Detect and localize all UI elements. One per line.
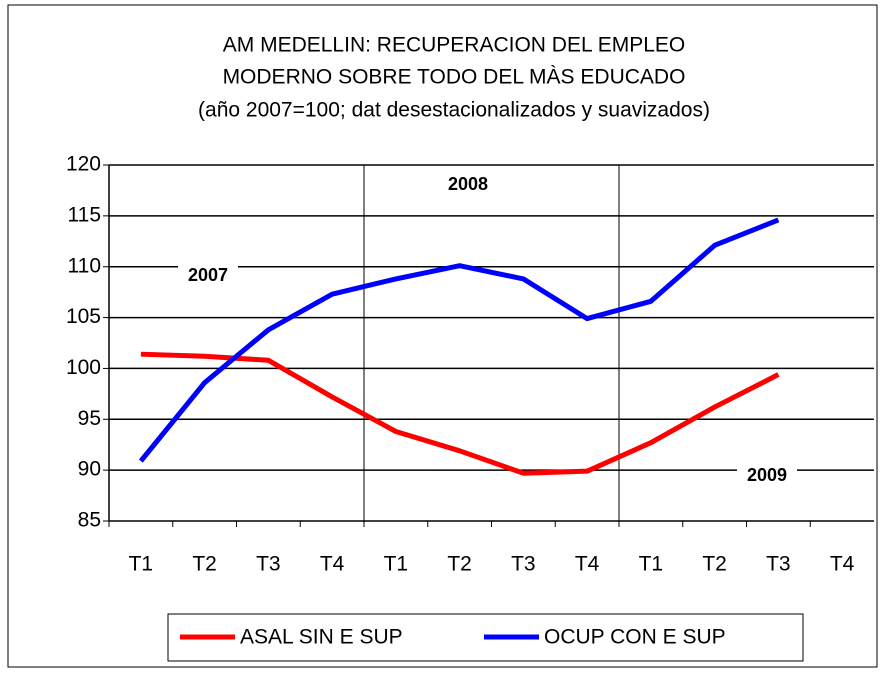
annotation: 2008 — [448, 174, 488, 194]
x-tick-label: T1 — [639, 553, 664, 576]
y-tick-label: 115 — [68, 203, 101, 226]
series-line — [138, 217, 780, 463]
y-tick-label: 105 — [66, 305, 101, 328]
x-tick-label: T4 — [830, 553, 855, 576]
x-tick-label: T3 — [766, 553, 791, 576]
chart-title: AM MEDELLIN: RECUPERACION DEL EMPLEO — [223, 34, 686, 57]
x-tick-label: T2 — [702, 553, 727, 576]
annotation-bg — [178, 264, 238, 288]
annotation-bg — [438, 173, 498, 197]
legend-label: ASAL SIN E SUP — [240, 626, 403, 649]
x-tick-label: T1 — [384, 553, 409, 576]
series-line — [140, 351, 780, 476]
y-tick-label: 90 — [78, 458, 101, 481]
annotation: 2007 — [188, 265, 228, 285]
x-tick-label: T3 — [511, 553, 536, 576]
y-tick-label: 85 — [78, 509, 101, 532]
x-tick-label: T1 — [129, 553, 154, 576]
y-tick-label: 110 — [68, 254, 101, 277]
legend-label: OCUP CON E SUP — [544, 626, 726, 649]
x-tick-label: T4 — [320, 553, 345, 576]
y-tick-label: 100 — [66, 356, 101, 379]
x-tick-label: T4 — [575, 553, 600, 576]
chart-title: MODERNO SOBRE TODO DEL MÀS EDUCADO — [223, 66, 686, 89]
x-tick-label: T2 — [192, 553, 217, 576]
annotation-bg — [737, 464, 797, 488]
y-tick-label: 95 — [78, 407, 101, 430]
chart-subtitle: (año 2007=100; dat desestacionalizados y… — [198, 99, 710, 122]
x-tick-label: T3 — [256, 553, 281, 576]
y-tick-label: 120 — [66, 153, 101, 176]
chart-frame — [7, 4, 878, 668]
annotation: 2009 — [747, 465, 787, 485]
x-tick-label: T2 — [447, 553, 472, 576]
